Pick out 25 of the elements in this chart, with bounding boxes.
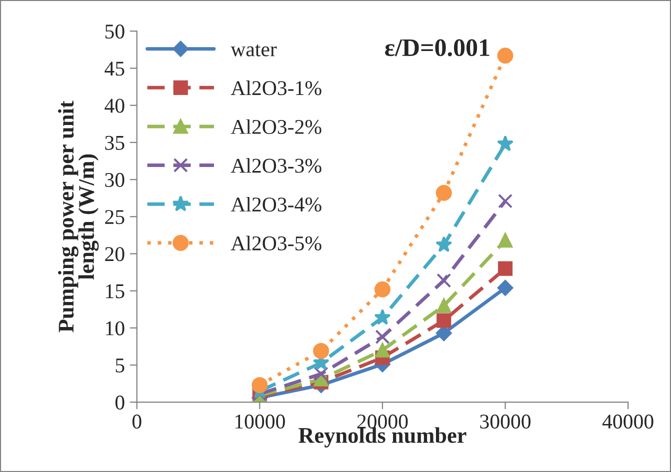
y-tick-label: 15 bbox=[106, 284, 124, 298]
x-axis-title: Reynolds number bbox=[298, 427, 466, 448]
y-tick-label: 5 bbox=[116, 358, 124, 372]
legend-label: Al2O3-5% bbox=[230, 236, 322, 250]
y-tick-label: 40 bbox=[104, 98, 124, 113]
annotation: ε/D=0.001 bbox=[385, 39, 490, 56]
x-tick-label: 10000 bbox=[235, 414, 285, 429]
y-tick-label: 25 bbox=[105, 210, 124, 224]
y-tick-label: 20 bbox=[105, 247, 124, 262]
y-tick-label: 30 bbox=[105, 172, 124, 187]
x-tick-label: 20000 bbox=[357, 414, 408, 429]
y-tick-label: 45 bbox=[104, 62, 124, 76]
x-tick-label: 0 bbox=[132, 414, 142, 429]
legend-label: water bbox=[230, 44, 277, 56]
y-axis-title: Pumping power per unit length (W/m) bbox=[58, 100, 99, 332]
y-tick-label: 35 bbox=[105, 136, 124, 150]
y-tick-label: 50 bbox=[105, 24, 124, 39]
legend-label: Al2O3-4% bbox=[230, 196, 322, 212]
legend-label: Al2O3-2% bbox=[230, 119, 322, 134]
y-tick-label: 10 bbox=[106, 321, 124, 336]
x-tick-label: 30000 bbox=[480, 414, 531, 429]
legend-label: Al2O3-3% bbox=[230, 158, 322, 173]
x-tick-label: 40000 bbox=[602, 414, 654, 429]
y-tick-label: 0 bbox=[115, 396, 124, 410]
legend-label: Al2O3-1% bbox=[230, 80, 322, 96]
